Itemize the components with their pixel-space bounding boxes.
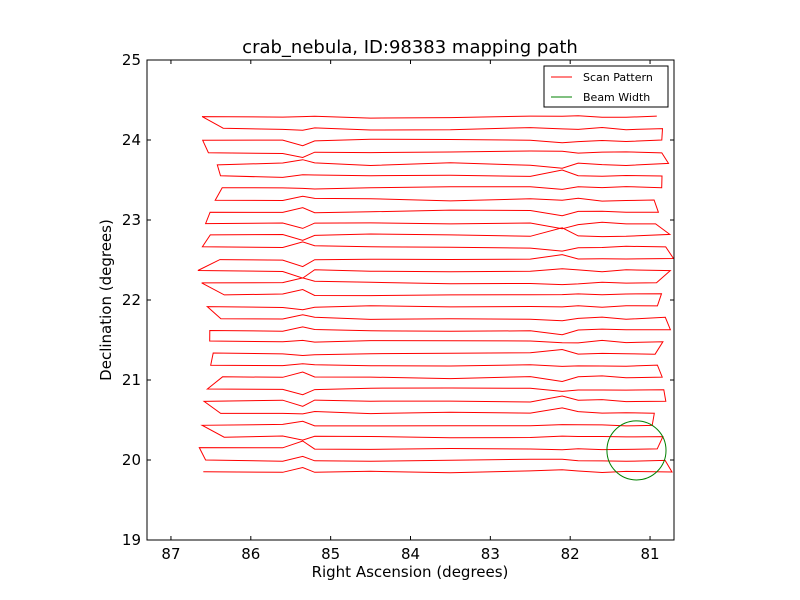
legend-box [543,65,669,108]
x-tick-label: 85 [321,545,340,563]
x-tick-label: 81 [640,545,659,563]
x-axis-label: Right Ascension (degrees) [312,563,509,581]
x-tick-label: 83 [481,545,500,563]
y-tick-label: 23 [122,211,141,229]
y-tick-label: 20 [122,451,141,469]
x-tick-label: 86 [241,545,260,563]
legend-label-scan-pattern: Scan Pattern [583,71,653,84]
x-tick-label: 82 [561,545,580,563]
scan-pattern-line [197,115,674,474]
y-axis-ticks: 19 20 21 22 23 24 25 [122,51,674,549]
y-tick-label: 21 [122,371,141,389]
scan-pattern-layer [197,115,674,474]
x-tick-label: 84 [401,545,420,563]
legend-label-beam-width: Beam Width [583,91,650,104]
y-tick-label: 19 [122,531,141,549]
y-tick-label: 22 [122,291,141,309]
chart-title: crab_nebula, ID:98383 mapping path [242,37,578,58]
y-tick-label: 25 [122,51,141,69]
legend: Scan Pattern Beam Width [543,65,669,108]
y-axis-label: Declination (degrees) [97,219,115,381]
x-axis-ticks: 87 86 85 84 83 82 81 [161,60,660,563]
x-tick-label: 87 [161,545,180,563]
beam-layer [606,420,667,481]
y-tick-label: 24 [122,131,141,149]
beam-width-circle [606,420,667,481]
